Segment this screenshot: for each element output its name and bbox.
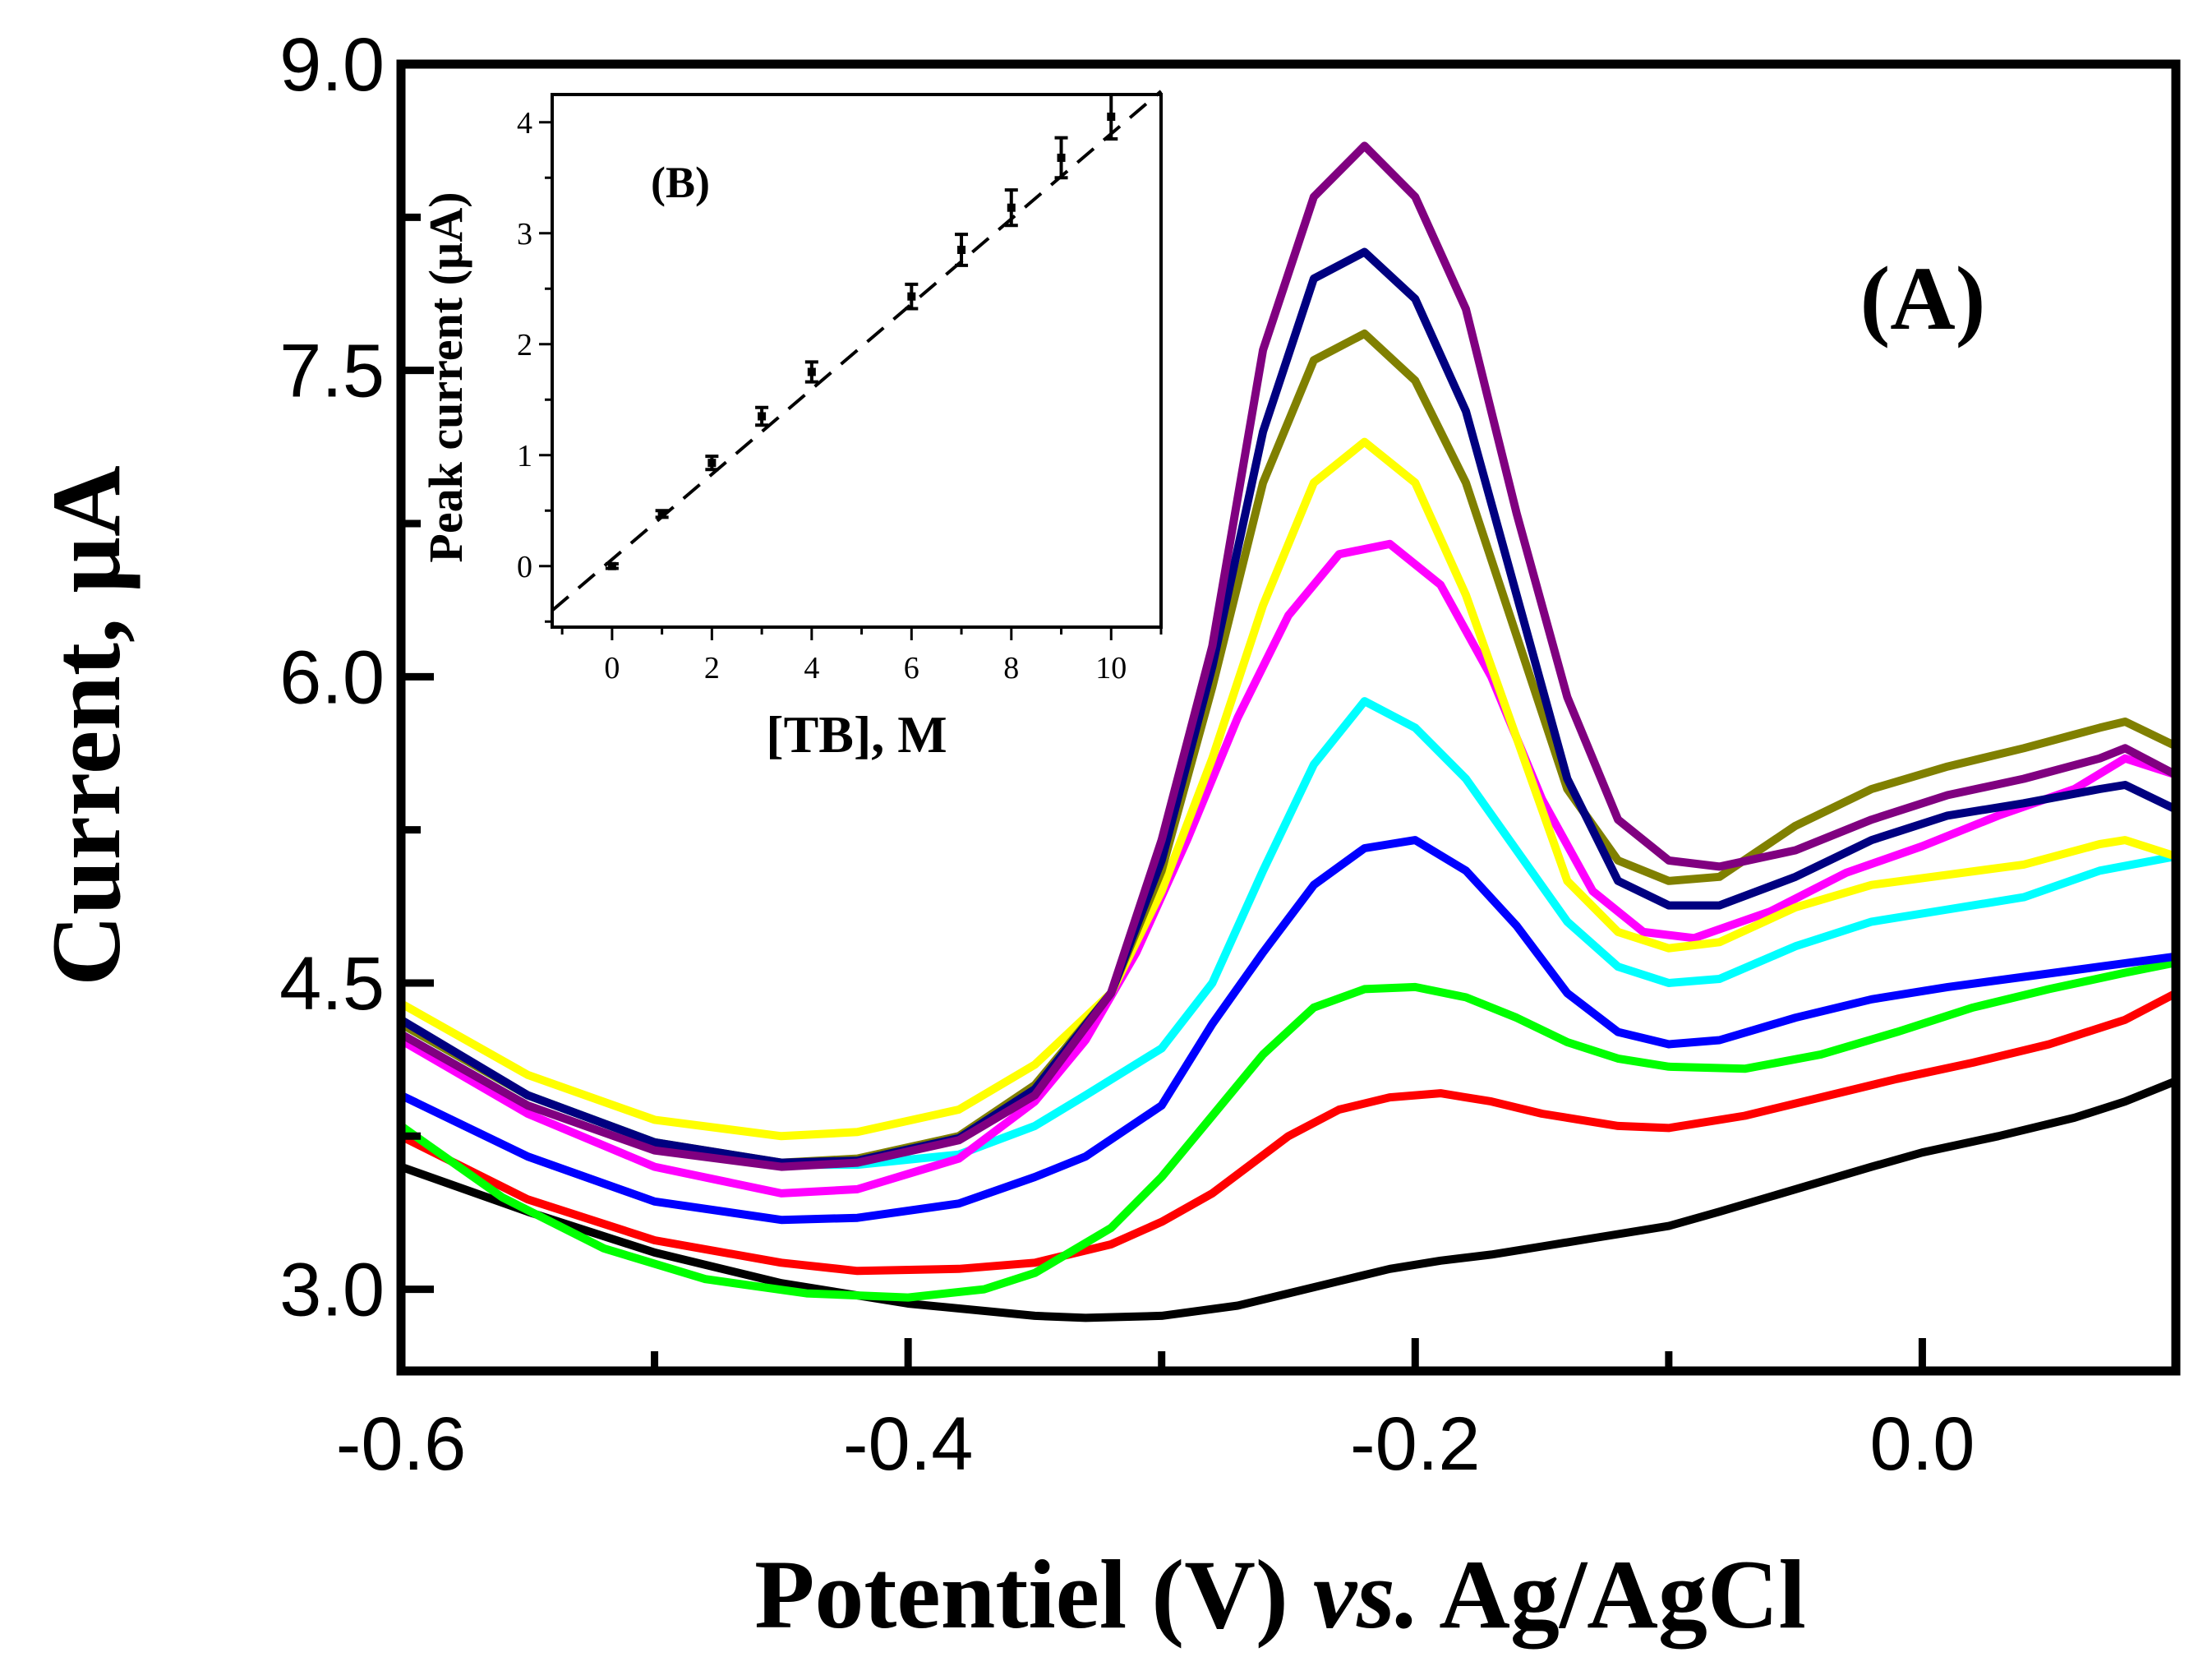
inset-background — [552, 95, 1161, 627]
x-tick-label: -0.4 — [843, 1402, 974, 1486]
y-tick-label: 7.5 — [279, 330, 385, 413]
series-line-black — [401, 1077, 2176, 1322]
inset-points-group — [605, 93, 1118, 570]
inset-y-tick-label: 0 — [517, 550, 532, 584]
inset-y-tick-label: 3 — [517, 217, 532, 252]
inset-x-tick-labels: 0 2 4 6 8 10 — [604, 651, 1127, 685]
series-line-red — [401, 989, 2176, 1276]
x-axis-title-part-2: vs. — [1313, 1539, 1420, 1649]
inset-x-tick-label: 10 — [1095, 651, 1127, 685]
inset-x-tick-label: 4 — [804, 651, 819, 685]
series-line-cyan — [401, 697, 2176, 1170]
main-series-group — [401, 141, 2176, 1322]
inset-plot: 0 2 4 6 8 10 0 1 2 3 4 (B) [TB], M Peak current (… — [419, 90, 1163, 764]
x-axis-title: Potentiel (V) vs. Ag/AgCl — [754, 1539, 1806, 1650]
y-tick-label: 9.0 — [279, 23, 385, 107]
inset-point — [907, 292, 916, 301]
panel-label-a: (A) — [1860, 248, 1986, 348]
panel-label-b: (B) — [651, 158, 710, 207]
main-plot: -0.6 -0.4 -0.2 0.0 3.0 4.5 6.0 7.5 9.0 (A) Pote… — [31, 23, 2181, 1650]
y-tick-label: 6.0 — [279, 635, 385, 719]
main-x-tick-labels: -0.6 -0.4 -0.2 0.0 — [336, 1402, 1975, 1486]
x-tick-label: -0.2 — [1350, 1402, 1481, 1486]
inset-point — [957, 246, 966, 254]
inset-x-axis-title: [TB], M — [766, 705, 947, 764]
inset-x-tick-label: 0 — [604, 651, 620, 685]
y-axis-title: Current, µA — [31, 465, 141, 986]
main-plot-frame — [396, 59, 2181, 1376]
y-tick-label: 4.5 — [279, 942, 385, 1026]
inset-ticks — [539, 121, 1163, 640]
x-axis-title-part-1: Potentiel (V) — [754, 1539, 1313, 1649]
x-tick-label: -0.6 — [336, 1402, 467, 1486]
inset-x-tick-label: 2 — [704, 651, 720, 685]
series-line-yellow — [401, 437, 2176, 1141]
inset-point — [1057, 153, 1066, 162]
series-line-magenta — [401, 539, 2176, 1198]
inset-y-axis-title: Peak current (µA) — [419, 192, 472, 562]
main-ticks — [397, 60, 2180, 1371]
inset-y-tick-label: 4 — [517, 106, 532, 141]
inset-y-tick-label: 1 — [517, 439, 532, 473]
series-line-green — [401, 958, 2176, 1302]
inset-plot-frame — [551, 93, 1163, 629]
series-line-blue — [401, 836, 2176, 1225]
inset-x-tick-label: 6 — [904, 651, 919, 685]
inset-y-tick-labels: 0 1 2 3 4 — [517, 106, 532, 584]
x-tick-label: 0.0 — [1869, 1402, 1975, 1486]
y-tick-label: 3.0 — [279, 1249, 385, 1332]
inset-point — [607, 561, 616, 570]
inset-point — [707, 459, 717, 468]
inset-x-tick-label: 8 — [1003, 651, 1019, 685]
inset-point — [807, 367, 816, 376]
main-y-tick-labels: 3.0 4.5 6.0 7.5 9.0 — [279, 23, 385, 1332]
series-line-purple — [401, 141, 2176, 1171]
x-axis-title-part-3: Ag/AgCl — [1420, 1539, 1806, 1650]
inset-point — [758, 412, 767, 421]
inset-point — [657, 510, 666, 519]
inset-y-tick-label: 2 — [517, 328, 532, 362]
inset-point — [1007, 203, 1016, 212]
inset-point — [1107, 113, 1116, 121]
